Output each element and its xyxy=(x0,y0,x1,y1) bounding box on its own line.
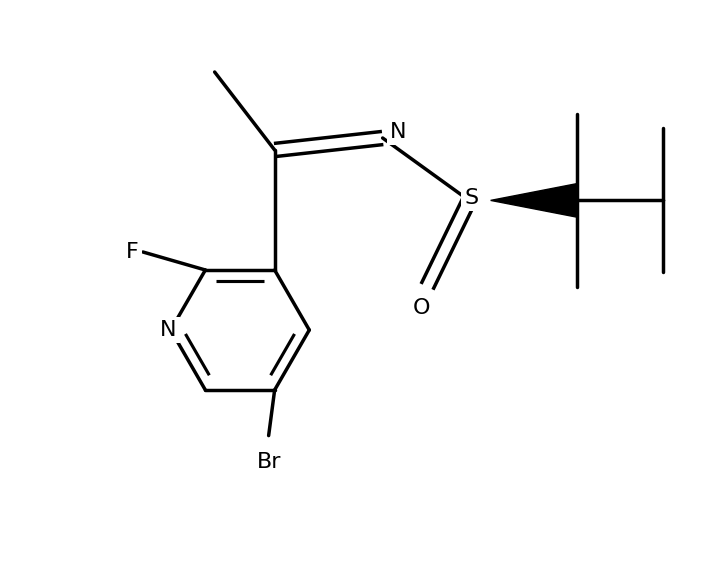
Text: O: O xyxy=(413,298,430,319)
Text: N: N xyxy=(160,320,176,340)
Text: F: F xyxy=(126,242,138,262)
Polygon shape xyxy=(490,184,577,217)
Text: N: N xyxy=(390,122,407,142)
Text: Br: Br xyxy=(256,452,281,472)
Text: S: S xyxy=(464,188,479,208)
